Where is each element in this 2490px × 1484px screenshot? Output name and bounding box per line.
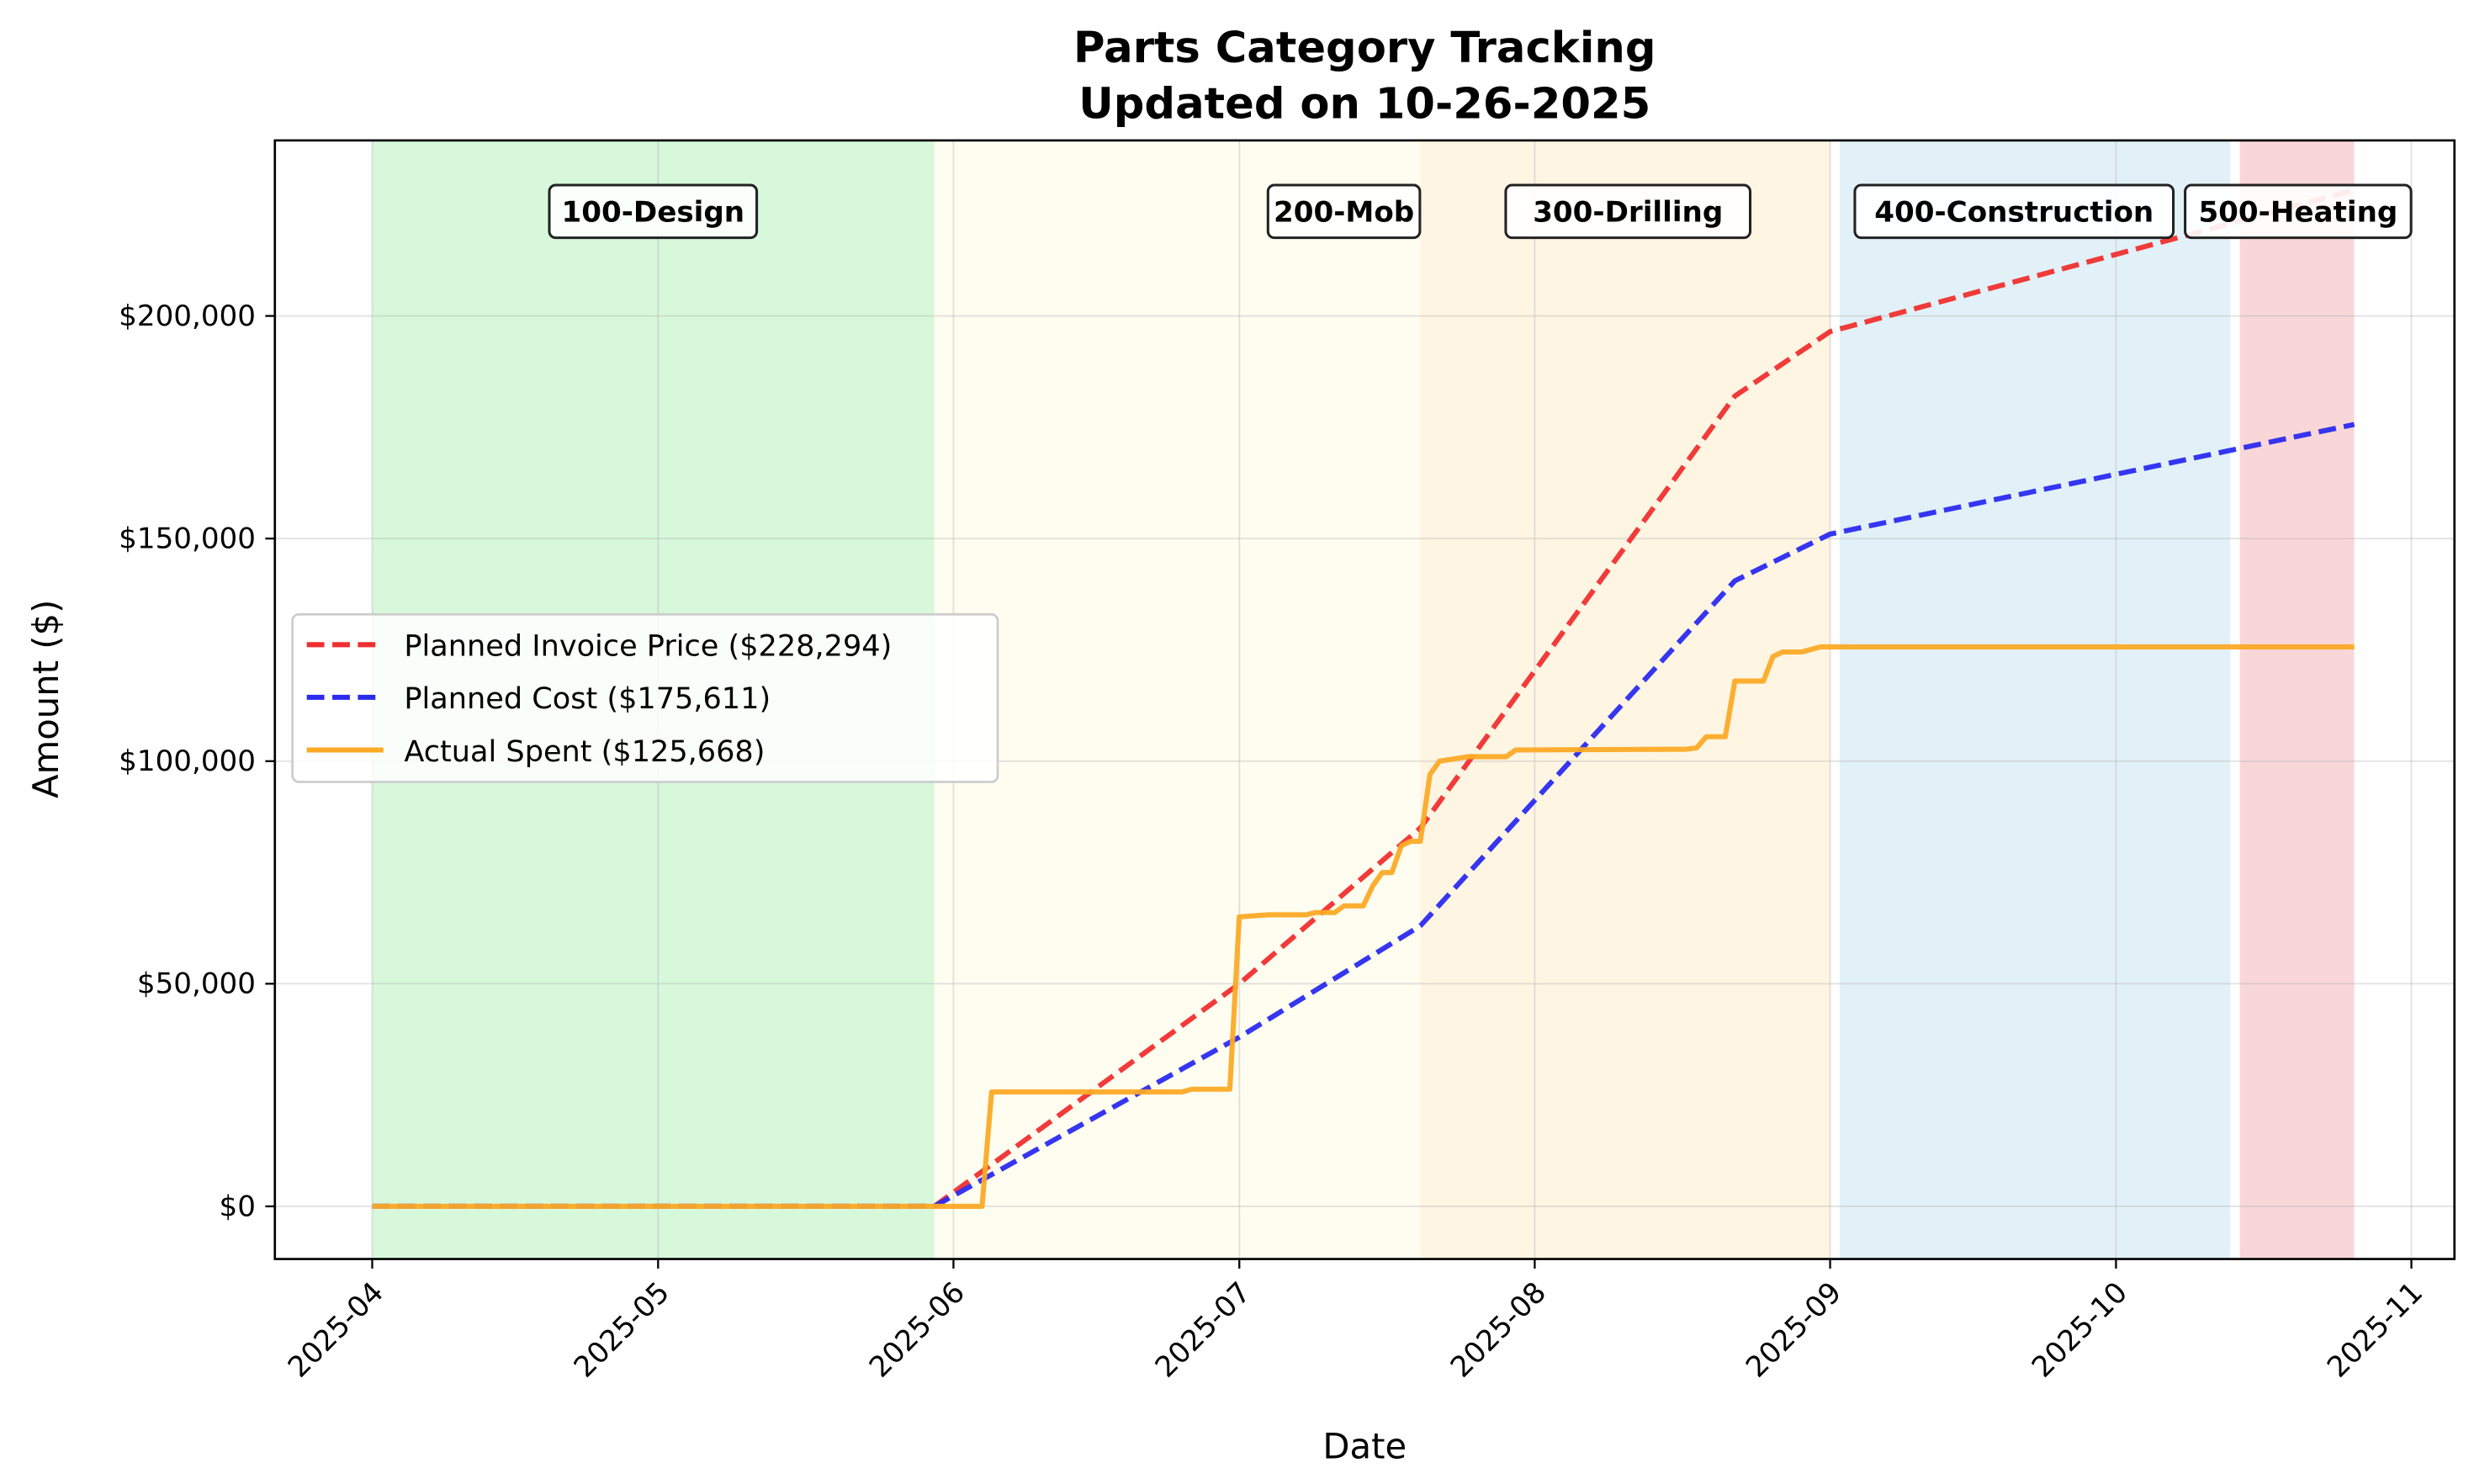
phase-band xyxy=(1420,140,1830,1259)
phase-label-text: 100-Design xyxy=(561,196,744,230)
series-line-3 xyxy=(372,644,2355,1209)
y-axis-label: Amount ($) xyxy=(25,600,66,798)
phase-label-box xyxy=(1853,183,2175,240)
y-tick-label: $100,000 xyxy=(119,745,256,778)
legend-label: Planned Cost ($175,611) xyxy=(404,681,771,716)
y-tick-label: $150,000 xyxy=(119,522,256,556)
phase-band xyxy=(1839,140,2231,1259)
phase-label-box xyxy=(1266,183,1422,240)
y-tick-label: $50,000 xyxy=(137,967,256,1001)
legend: Planned Invoice Price ($228,294) Planned … xyxy=(291,612,999,783)
legend-box xyxy=(291,612,999,783)
phase-label-box xyxy=(2184,183,2413,240)
phase-label-text: 200-Mob xyxy=(1274,196,1414,230)
y-tick-label: $200,000 xyxy=(119,299,256,333)
phase-label: 400-Construction xyxy=(1853,183,2175,240)
chart-title: Parts Category Tracking xyxy=(1073,23,1656,73)
phase-label-box xyxy=(548,183,759,240)
y-tick-label: $0 xyxy=(220,1190,256,1223)
phase-label: 200-Mob xyxy=(1266,183,1422,240)
phase-labels: 100-Design 200-Mob 300-Drilling 400-Constru… xyxy=(548,183,2413,240)
phase-label-text: 500-Heating xyxy=(2198,196,2397,230)
phase-label-box xyxy=(1504,183,1752,240)
phase-label-text: 300-Drilling xyxy=(1533,196,1723,230)
phase-label: 300-Drilling xyxy=(1504,183,1752,240)
phase-band xyxy=(2239,140,2355,1259)
plot-frame xyxy=(273,139,2456,1260)
series-lines xyxy=(372,187,2355,1209)
phase-band xyxy=(934,140,1421,1259)
phase-label: 100-Design xyxy=(548,183,759,240)
chart-subtitle: Updated on 10-26-2025 xyxy=(1078,78,1650,129)
x-axis-label: Date xyxy=(1322,1426,1407,1467)
phase-label: 500-Heating xyxy=(2184,183,2413,240)
legend-label: Actual Spent ($125,668) xyxy=(404,734,765,769)
phase-label-text: 400-Construction xyxy=(1874,196,2154,230)
legend-label: Planned Invoice Price ($228,294) xyxy=(404,629,892,664)
